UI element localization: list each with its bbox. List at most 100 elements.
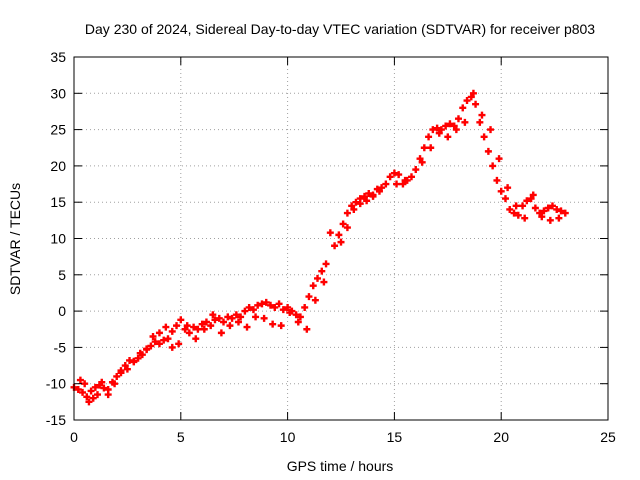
data-point	[254, 301, 262, 309]
data-point	[510, 209, 518, 217]
data-point	[76, 376, 84, 384]
data-point	[173, 322, 181, 330]
data-point	[553, 205, 561, 213]
data-point	[311, 296, 319, 304]
data-point	[190, 323, 198, 331]
data-point	[429, 126, 437, 134]
data-point	[412, 166, 420, 174]
data-point	[318, 267, 326, 275]
data-point	[160, 336, 168, 344]
chart-title: Day 230 of 2024, Sidereal Day-to-day VTE…	[85, 21, 595, 37]
data-point	[81, 380, 89, 388]
y-tick-label: 20	[50, 158, 66, 174]
data-point	[175, 340, 183, 348]
data-point	[258, 300, 266, 308]
data-point	[147, 342, 155, 350]
x-tick-label: 10	[280, 429, 296, 445]
data-point	[79, 388, 87, 396]
data-point	[164, 335, 172, 343]
data-point	[425, 133, 433, 141]
y-axis-label: SDTVAR / TECUs	[7, 183, 23, 295]
data-point	[435, 129, 443, 137]
data-point	[155, 340, 163, 348]
data-point	[418, 158, 426, 166]
data-point	[314, 274, 322, 282]
data-point	[113, 372, 121, 380]
data-point	[121, 362, 129, 370]
x-tick-label: 15	[387, 429, 403, 445]
data-point	[472, 100, 480, 108]
data-point	[444, 133, 452, 141]
data-point	[284, 303, 292, 311]
data-point	[331, 242, 339, 250]
data-point	[521, 214, 529, 222]
data-point	[348, 202, 356, 210]
data-point	[98, 378, 106, 386]
data-point	[386, 173, 394, 181]
data-point	[480, 133, 488, 141]
y-tick-label: -5	[54, 339, 67, 355]
data-point	[557, 207, 565, 215]
data-point	[469, 89, 477, 97]
data-point	[74, 386, 82, 394]
data-point	[546, 216, 554, 224]
data-point	[407, 173, 415, 181]
data-point	[111, 380, 119, 388]
data-point	[245, 303, 253, 311]
data-point	[452, 126, 460, 134]
data-point	[529, 191, 537, 199]
data-point	[395, 171, 403, 179]
data-point	[360, 192, 368, 200]
data-point	[401, 176, 409, 184]
data-point	[555, 214, 563, 222]
data-point	[83, 393, 91, 401]
data-point	[527, 195, 535, 203]
data-point	[249, 306, 257, 314]
data-point	[476, 118, 484, 126]
data-point	[143, 345, 151, 353]
y-tick-label: 0	[58, 303, 66, 319]
data-point	[512, 202, 520, 210]
data-point	[279, 306, 287, 314]
x-tick-label: 20	[493, 429, 509, 445]
data-point	[487, 126, 495, 134]
data-point	[463, 97, 471, 105]
data-point	[350, 205, 358, 213]
data-point	[277, 322, 285, 330]
data-point	[538, 213, 546, 221]
data-point	[369, 192, 377, 200]
data-point	[269, 320, 277, 328]
data-point	[446, 120, 454, 128]
data-point	[85, 398, 93, 406]
y-tick-label: 10	[50, 231, 66, 247]
data-point	[484, 147, 492, 155]
data-series	[70, 93, 569, 401]
data-point	[228, 314, 236, 322]
data-point	[292, 311, 300, 319]
data-point	[162, 323, 170, 331]
y-tick-label: 30	[50, 85, 66, 101]
data-point	[252, 313, 260, 321]
data-point	[531, 204, 539, 212]
data-point	[493, 176, 501, 184]
data-point	[123, 365, 131, 373]
data-point	[151, 338, 159, 346]
data-point	[100, 384, 108, 392]
data-point	[220, 318, 228, 326]
data-point	[275, 300, 283, 308]
data-point	[271, 303, 279, 311]
data-point	[420, 144, 428, 152]
data-point	[207, 322, 215, 330]
data-point	[416, 155, 424, 163]
y-tick-label: 5	[58, 267, 66, 283]
data-point	[243, 323, 251, 331]
data-point	[561, 209, 569, 217]
data-point	[202, 318, 210, 326]
data-point	[286, 309, 294, 317]
data-point	[130, 358, 138, 366]
data-point	[326, 229, 334, 237]
data-point	[192, 335, 200, 343]
y-tick-label: -10	[46, 376, 66, 392]
data-point	[335, 231, 343, 239]
data-point	[309, 282, 317, 290]
